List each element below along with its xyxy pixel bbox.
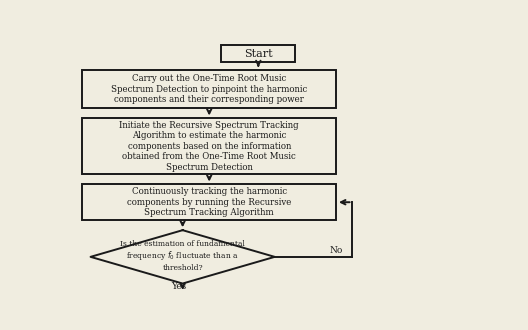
- FancyBboxPatch shape: [82, 118, 336, 174]
- Text: Start: Start: [244, 49, 272, 59]
- Text: Continuously tracking the harmonic
components by running the Recursive
Spectrum : Continuously tracking the harmonic compo…: [127, 187, 291, 217]
- Text: Is the estimation of fundamental
frequency $f_0$ fluctuate than a
threshold?: Is the estimation of fundamental frequen…: [120, 240, 245, 272]
- FancyBboxPatch shape: [222, 45, 295, 62]
- Text: Carry out the One-Time Root Music
Spectrum Detection to pinpoint the harmonic
co: Carry out the One-Time Root Music Spectr…: [111, 74, 307, 104]
- Text: Yes: Yes: [171, 281, 186, 291]
- Polygon shape: [91, 230, 275, 283]
- Text: No: No: [329, 246, 343, 255]
- FancyBboxPatch shape: [82, 70, 336, 108]
- FancyBboxPatch shape: [82, 184, 336, 220]
- Text: Initiate the Recursive Spectrum Tracking
Algorithm to estimate the harmonic
comp: Initiate the Recursive Spectrum Tracking…: [119, 121, 299, 172]
